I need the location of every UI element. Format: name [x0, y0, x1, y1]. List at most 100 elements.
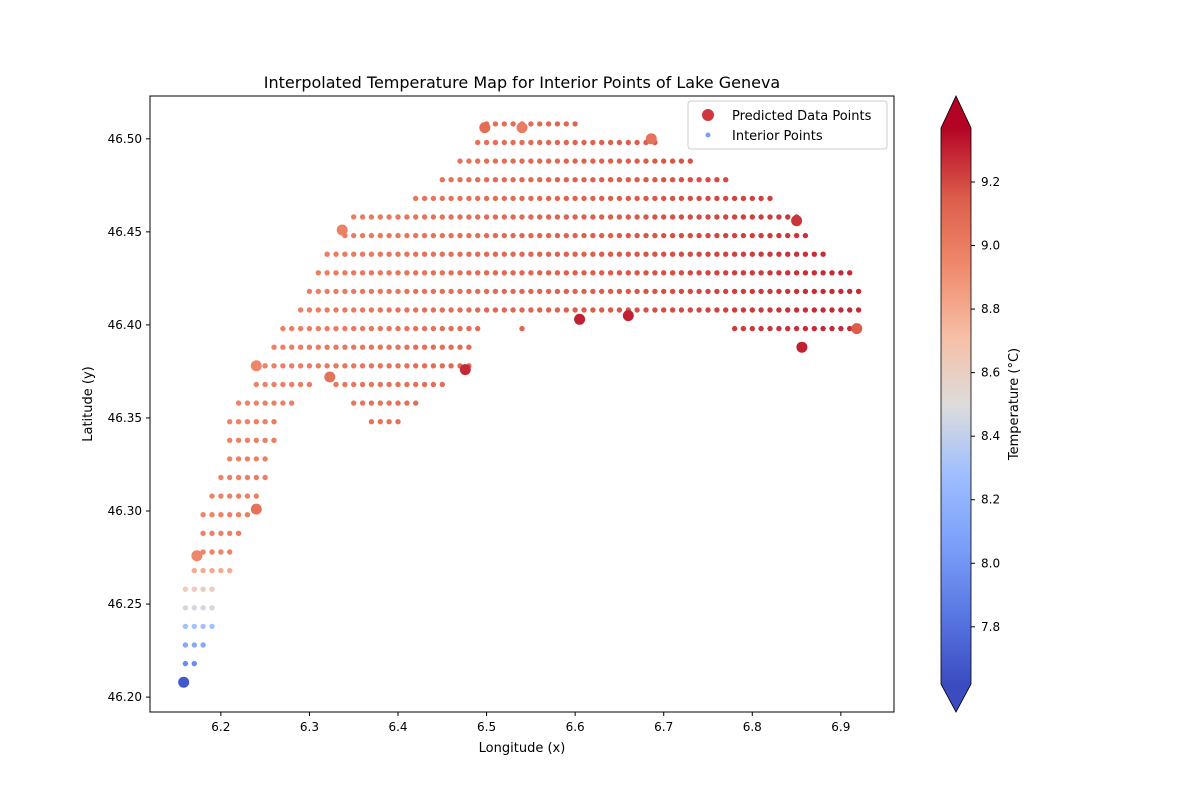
interior-point: [351, 363, 357, 369]
interior-point: [731, 251, 738, 257]
interior-point: [386, 232, 392, 239]
interior-point: [731, 214, 738, 220]
interior-point: [723, 177, 729, 183]
interior-point: [652, 195, 658, 202]
interior-point: [430, 270, 437, 276]
interior-point: [466, 251, 472, 257]
interior-point: [723, 270, 729, 276]
interior-point: [749, 288, 755, 295]
interior-point: [368, 288, 375, 295]
interior-point: [448, 195, 454, 202]
interior-point: [244, 456, 251, 462]
interior-point: [811, 251, 817, 257]
interior-point: [333, 307, 339, 313]
interior-point: [413, 232, 419, 239]
interior-point: [235, 530, 242, 536]
interior-point: [678, 177, 685, 183]
interior-point: [696, 307, 702, 313]
colorbar-outline: [940, 95, 972, 713]
interior-point: [678, 195, 685, 202]
interior-point: [359, 251, 366, 257]
interior-point: [483, 307, 490, 313]
interior-point: [776, 325, 782, 332]
interior-point: [749, 195, 755, 202]
predicted-point: [336, 224, 348, 236]
interior-point: [537, 307, 543, 313]
interior-point: [607, 214, 614, 220]
interior-point: [306, 288, 313, 295]
interior-point: [439, 177, 445, 183]
interior-point: [669, 251, 676, 257]
predicted-point: [574, 313, 586, 325]
interior-point: [669, 307, 676, 313]
interior-point: [607, 195, 614, 202]
interior-point: [501, 270, 507, 276]
interior-point: [227, 456, 233, 462]
interior-point: [590, 139, 596, 146]
interior-point: [758, 232, 764, 239]
colorbar-tick-label: 7.8: [981, 620, 1000, 634]
interior-point: [200, 605, 206, 611]
interior-point: [413, 251, 419, 257]
interior-point: [510, 121, 516, 127]
interior-point: [590, 232, 596, 239]
interior-point: [421, 232, 428, 239]
interior-point: [439, 288, 445, 295]
interior-point: [616, 214, 623, 220]
interior-point: [395, 363, 401, 369]
interior-point: [855, 307, 862, 313]
interior-point: [696, 251, 702, 257]
interior-point: [368, 325, 375, 332]
interior-point: [475, 139, 481, 146]
interior-point: [439, 325, 445, 332]
interior-point: [386, 251, 392, 257]
interior-point: [811, 270, 817, 276]
interior-point: [386, 381, 392, 388]
interior-point: [262, 419, 268, 425]
interior-point: [590, 195, 596, 202]
interior-point: [616, 232, 623, 239]
interior-point: [599, 307, 605, 313]
interior-point: [785, 307, 791, 313]
interior-point: [289, 381, 295, 388]
interior-point: [395, 325, 401, 332]
interior-point: [483, 158, 490, 164]
interior-point: [785, 214, 791, 220]
interior-point: [439, 363, 445, 369]
interior-point: [652, 270, 658, 276]
interior-point: [554, 307, 561, 313]
interior-point: [581, 158, 587, 164]
interior-point: [421, 363, 428, 369]
interior-point: [634, 139, 640, 146]
interior-point: [395, 232, 401, 239]
interior-point: [669, 158, 676, 164]
interior-point: [448, 288, 454, 295]
interior-point: [377, 251, 383, 257]
interior-point: [430, 232, 437, 239]
interior-point: [696, 177, 702, 183]
interior-point: [705, 214, 711, 220]
interior-point: [244, 493, 251, 499]
interior-point: [448, 363, 454, 369]
interior-point: [386, 344, 392, 350]
interior-point: [625, 214, 631, 220]
interior-point: [262, 363, 268, 369]
interior-point: [563, 177, 569, 183]
interior-point: [554, 214, 561, 220]
interior-point: [572, 177, 578, 183]
interior-point: [289, 344, 295, 350]
interior-point: [661, 177, 667, 183]
interior-point: [359, 232, 366, 239]
interior-point: [838, 307, 844, 313]
interior-point: [811, 307, 817, 313]
interior-point: [289, 325, 295, 332]
predicted-point: [191, 550, 203, 562]
interior-point: [271, 363, 277, 369]
interior-point: [731, 232, 738, 239]
interior-point: [218, 549, 224, 555]
interior-point: [457, 344, 463, 350]
interior-point: [696, 214, 702, 220]
interior-point: [528, 121, 534, 127]
interior-point: [510, 214, 516, 220]
